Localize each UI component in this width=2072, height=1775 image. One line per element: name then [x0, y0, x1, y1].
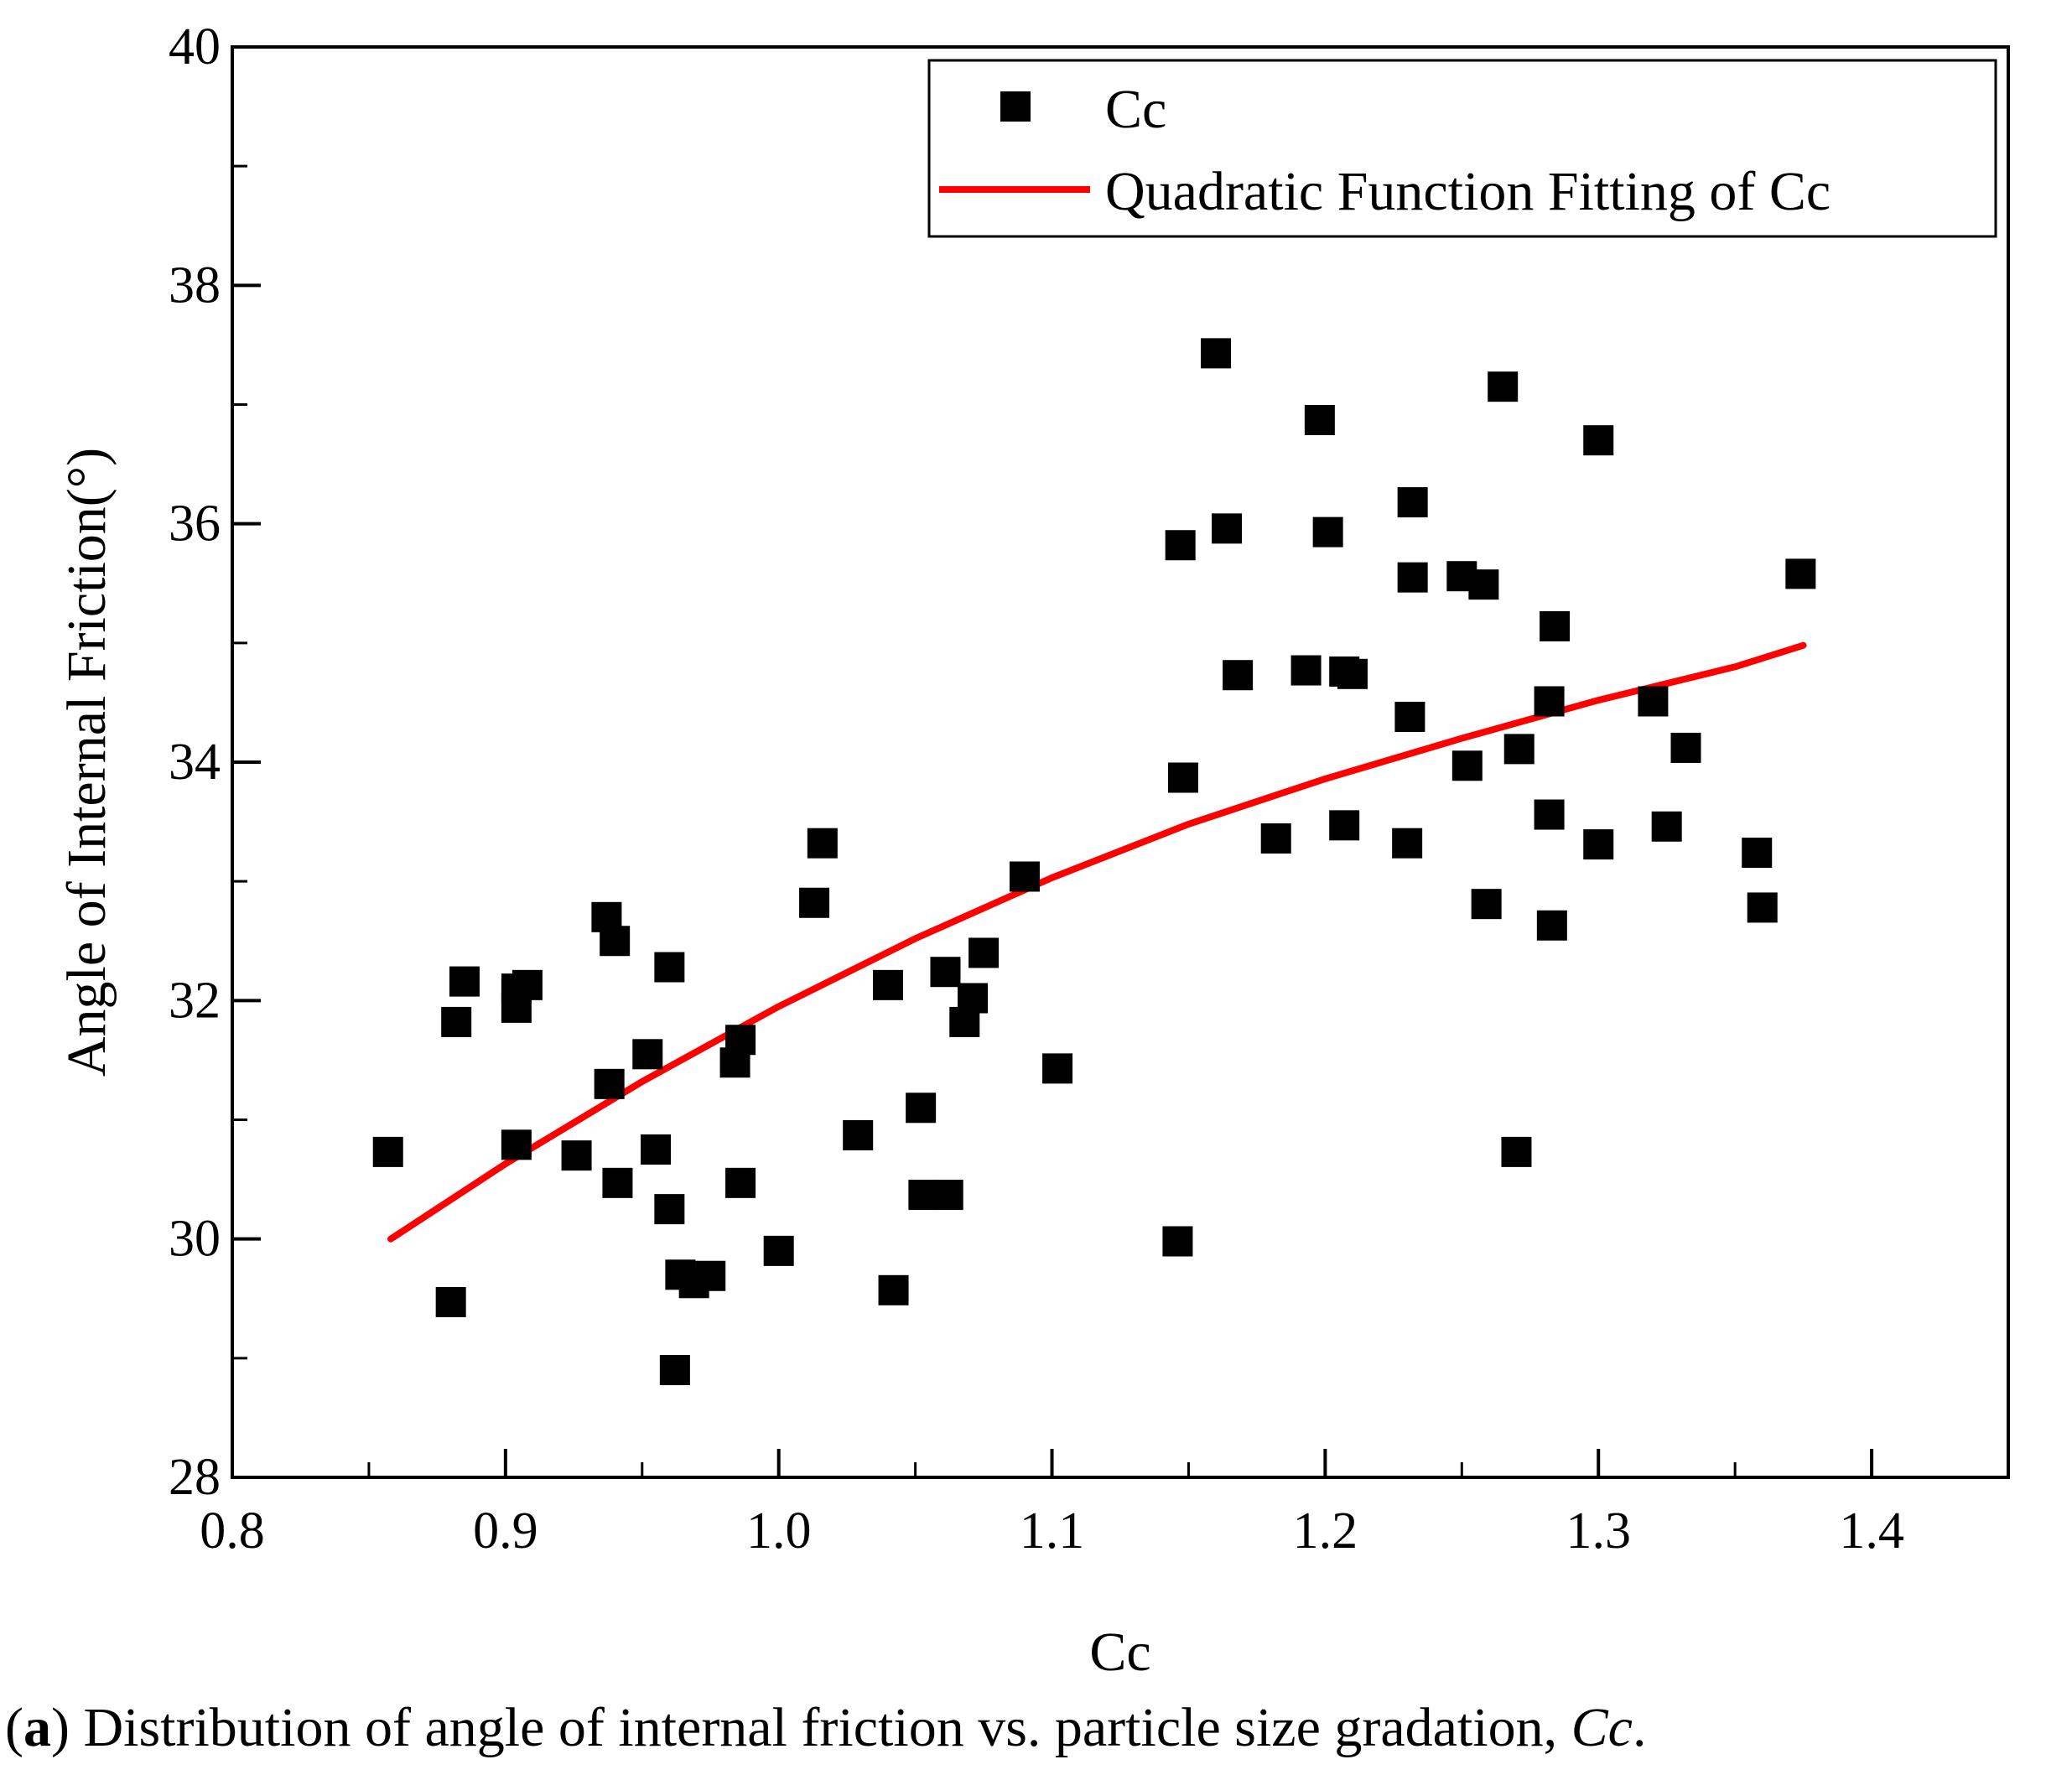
data-point	[1540, 610, 1571, 641]
data-point	[725, 1025, 756, 1056]
data-point	[906, 1093, 937, 1124]
caption-label: a	[23, 1697, 51, 1758]
data-point	[958, 983, 989, 1014]
caption-paren-close: )	[51, 1697, 70, 1758]
data-point	[654, 1194, 685, 1225]
data-point	[1397, 562, 1428, 593]
data-point	[1534, 799, 1565, 830]
data-point	[600, 926, 631, 957]
data-point	[799, 887, 830, 918]
data-point	[512, 969, 543, 1000]
y-tick-label: 30	[169, 1211, 221, 1268]
x-tick-label: 0.9	[473, 1503, 538, 1560]
x-tick-label: 1.3	[1566, 1503, 1631, 1560]
x-tick-label: 1.0	[746, 1503, 812, 1560]
data-point	[602, 1167, 633, 1198]
data-point	[1329, 810, 1360, 841]
data-point	[1167, 762, 1198, 793]
data-point	[1651, 811, 1682, 842]
plot-frame	[231, 45, 2010, 1479]
data-point	[1009, 861, 1040, 892]
data-point	[1162, 1226, 1193, 1257]
data-point	[632, 1039, 663, 1070]
data-point	[594, 1068, 625, 1099]
data-point	[873, 969, 904, 1000]
data-point	[968, 937, 1000, 968]
data-point	[843, 1119, 874, 1150]
data-point	[1501, 1136, 1532, 1167]
data-point	[1583, 425, 1614, 456]
data-point	[878, 1274, 909, 1305]
data-point	[1337, 658, 1368, 689]
y-tick-label: 32	[169, 972, 221, 1029]
legend-box	[927, 59, 1997, 238]
data-point	[1503, 734, 1535, 765]
data-point	[1212, 513, 1243, 544]
data-point	[659, 1355, 690, 1386]
scatter-points	[372, 338, 1816, 1386]
data-point	[1488, 371, 1519, 402]
data-point	[1290, 655, 1322, 686]
data-point	[1747, 892, 1778, 923]
data-point	[695, 1260, 726, 1291]
y-tick-label: 34	[169, 734, 221, 791]
data-point	[1397, 487, 1428, 518]
data-point	[1394, 701, 1425, 732]
data-point	[1468, 569, 1499, 600]
data-point	[1201, 338, 1232, 369]
data-point	[1304, 404, 1335, 435]
y-tick-label: 40	[169, 18, 221, 75]
data-point	[1223, 660, 1254, 691]
data-point	[654, 952, 685, 983]
legend-label-fit: Quadratic Function Fitting of Cc	[1105, 161, 1831, 222]
data-point	[763, 1235, 794, 1266]
data-point	[1583, 829, 1614, 860]
data-point	[1785, 558, 1816, 589]
y-tick-label: 38	[169, 257, 221, 314]
y-tick-label: 28	[169, 1449, 221, 1506]
x-axis-title: Cc	[1089, 1622, 1150, 1683]
data-point	[1042, 1053, 1073, 1084]
data-point	[807, 828, 838, 859]
data-point	[1638, 686, 1669, 717]
caption-paren-open: (	[5, 1697, 23, 1758]
data-point	[1742, 838, 1773, 869]
data-point	[372, 1136, 403, 1167]
data-point	[932, 1180, 963, 1211]
caption-text: Distribution of angle of internal fricti…	[70, 1697, 1571, 1758]
data-point	[930, 957, 961, 988]
data-point	[1536, 910, 1567, 941]
data-point	[1670, 732, 1701, 763]
data-point	[1534, 686, 1565, 717]
data-point	[725, 1167, 756, 1198]
data-point	[1260, 823, 1291, 854]
data-point	[501, 1129, 532, 1160]
x-tick-label: 1.1	[1020, 1503, 1085, 1560]
data-point	[1312, 516, 1343, 548]
y-tick-label: 36	[169, 496, 221, 553]
data-point	[1471, 889, 1502, 920]
data-point	[1392, 828, 1423, 859]
caption-italic: Cc	[1571, 1697, 1633, 1758]
data-point	[1451, 750, 1483, 781]
axis-ticks	[231, 45, 2010, 1479]
data-point	[441, 1006, 472, 1037]
figure-caption: (a) Distribution of angle of internal fr…	[5, 1697, 1646, 1758]
legend-scatter-marker	[1000, 91, 1031, 122]
tick-labels: 0.8 0.9 1.0 1.1 1.2 1.3 1.4 28 30 32 34 36 38 40	[169, 18, 1904, 1560]
data-point	[449, 966, 480, 997]
data-point	[435, 1287, 466, 1318]
legend: Cc Quadratic Function Fitting of Cc	[927, 59, 1997, 238]
data-point	[1165, 530, 1196, 561]
data-point	[641, 1134, 672, 1165]
y-axis-title: Angle of Internal Friction(°)	[56, 448, 117, 1077]
x-tick-label: 1.2	[1293, 1503, 1358, 1560]
x-tick-label: 1.4	[1839, 1503, 1904, 1560]
caption-end: .	[1633, 1697, 1647, 1758]
legend-label-scatter: Cc	[1105, 79, 1166, 140]
x-tick-label: 0.8	[200, 1503, 265, 1560]
data-point	[561, 1140, 592, 1171]
